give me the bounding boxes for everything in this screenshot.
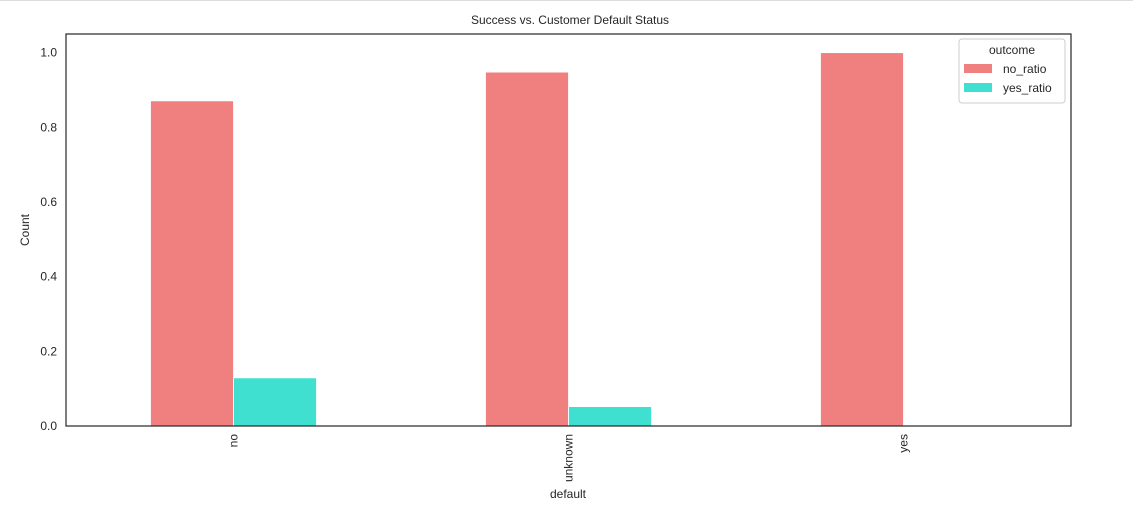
x-tick-label: yes <box>897 434 911 453</box>
y-axis-label: Count <box>18 213 32 246</box>
legend-swatch-yes-ratio <box>964 83 992 92</box>
y-ticks-group: 0.0 0.2 0.4 0.6 0.8 1.0 <box>40 46 57 433</box>
legend-title: outcome <box>989 43 1035 57</box>
y-tick-label: 0.2 <box>40 344 57 358</box>
chart-title: Success vs. Customer Default Status <box>471 13 669 27</box>
y-tick-label: 0.0 <box>40 419 57 433</box>
bars-group <box>150 52 904 427</box>
legend-label-yes-ratio: yes_ratio <box>1003 81 1052 95</box>
bar-no-ratio-no <box>150 100 234 427</box>
x-axis-label: default <box>550 487 587 501</box>
bar-yes-ratio-unknown <box>568 406 652 427</box>
y-tick-label: 0.6 <box>40 195 57 209</box>
bar-yes-ratio-no <box>233 377 317 427</box>
x-ticks-group: no unknown yes <box>227 434 911 482</box>
top-rule <box>0 0 1133 1</box>
legend: outcome no_ratio yes_ratio <box>958 38 1066 104</box>
legend-label-no-ratio: no_ratio <box>1003 62 1047 76</box>
bar-no-ratio-yes <box>820 52 904 427</box>
y-tick-label: 0.8 <box>40 120 57 134</box>
x-tick-label: no <box>227 434 241 448</box>
y-tick-label: 0.4 <box>40 270 57 284</box>
bar-no-ratio-unknown <box>485 71 569 427</box>
plot-frame <box>65 33 1072 427</box>
x-tick-label: unknown <box>562 434 576 482</box>
y-tick-label: 1.0 <box>40 46 57 60</box>
legend-swatch-no-ratio <box>964 64 992 73</box>
